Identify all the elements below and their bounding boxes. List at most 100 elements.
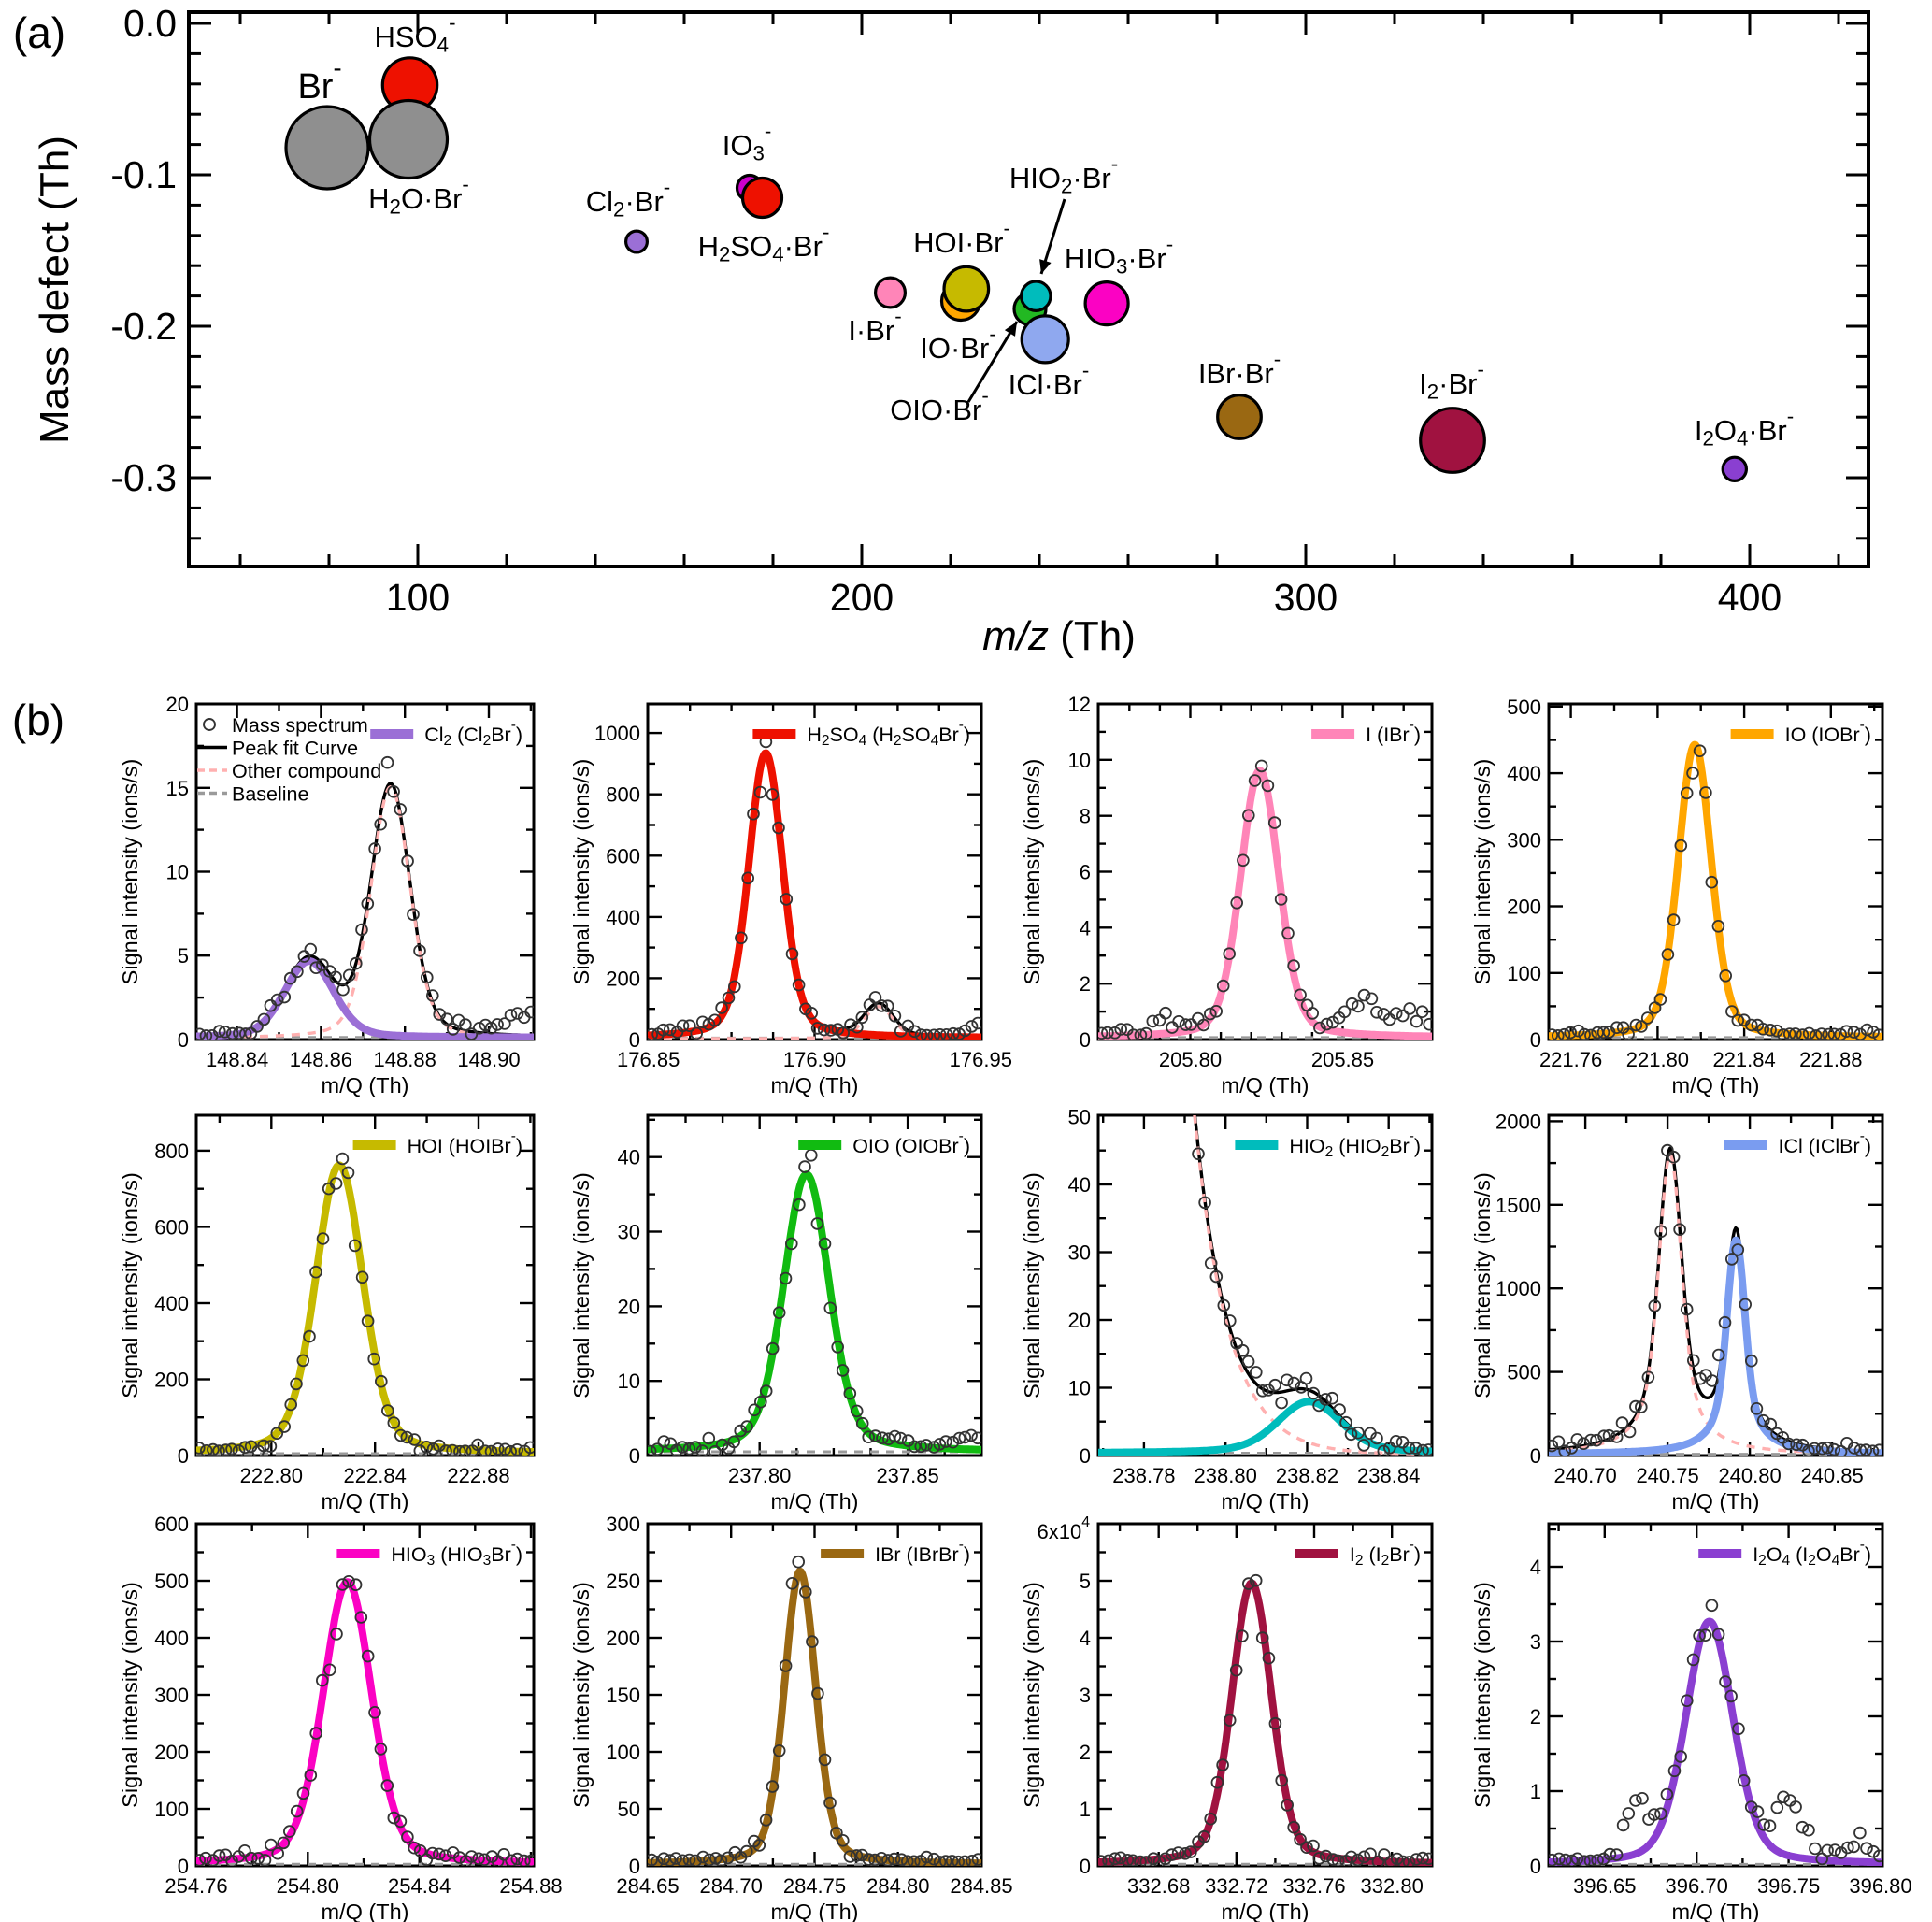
svg-text:m/Q (Th): m/Q (Th) (1222, 1900, 1309, 1922)
svg-text:HOI·Br-: HOI·Br- (913, 216, 1010, 259)
svg-text:OIO (OIOBr-): OIO (OIOBr-) (852, 1128, 970, 1157)
svg-text:IO3-: IO3- (723, 119, 772, 165)
svg-text:2: 2 (1080, 1741, 1091, 1764)
svg-text:240.85: 240.85 (1800, 1464, 1863, 1487)
svg-text:396.70: 396.70 (1666, 1874, 1728, 1898)
svg-text:4: 4 (1530, 1556, 1541, 1579)
svg-text:222.84: 222.84 (344, 1464, 407, 1487)
svg-text:1500: 1500 (1496, 1194, 1541, 1217)
svg-text:Peak fit Curve: Peak fit Curve (232, 738, 358, 760)
svg-text:237.80: 237.80 (728, 1464, 791, 1487)
svg-text:300: 300 (606, 1513, 640, 1536)
svg-text:600: 600 (154, 1513, 189, 1536)
svg-text:600: 600 (606, 844, 640, 868)
svg-text:50: 50 (1068, 1106, 1091, 1129)
svg-text:Br-: Br- (297, 53, 341, 107)
svg-text:0: 0 (1080, 1855, 1091, 1878)
svg-text:1000: 1000 (1496, 1277, 1541, 1300)
svg-text:I·Br-: I·Br- (848, 304, 901, 347)
svg-text:2000: 2000 (1496, 1110, 1541, 1133)
svg-text:221.84: 221.84 (1712, 1048, 1775, 1071)
svg-text:400: 400 (154, 1292, 189, 1315)
svg-text:IO·Br-: IO·Br- (920, 322, 996, 365)
svg-text:300: 300 (1507, 828, 1541, 852)
svg-text:20: 20 (166, 693, 189, 716)
svg-text:10: 10 (166, 861, 189, 884)
svg-text:40: 40 (618, 1146, 640, 1169)
svg-text:200: 200 (154, 1741, 189, 1764)
svg-text:332.68: 332.68 (1127, 1874, 1190, 1898)
svg-text:284.70: 284.70 (700, 1874, 763, 1898)
svg-text:0: 0 (1530, 1855, 1541, 1878)
svg-text:284.65: 284.65 (616, 1874, 679, 1898)
svg-text:IBr (IBrBr-): IBr (IBrBr-) (875, 1537, 970, 1566)
svg-text:800: 800 (606, 783, 640, 807)
svg-text:0: 0 (178, 1444, 189, 1468)
svg-text:5: 5 (1080, 1570, 1091, 1593)
svg-text:0: 0 (629, 1855, 640, 1878)
svg-text:H2O·Br-: H2O·Br- (368, 172, 469, 218)
svg-text:0: 0 (629, 1444, 640, 1468)
svg-text:5: 5 (178, 944, 189, 968)
svg-text:1: 1 (1080, 1798, 1091, 1821)
svg-text:Mass defect (Th): Mass defect (Th) (32, 136, 78, 444)
svg-text:6x104: 6x104 (1037, 1514, 1090, 1543)
svg-text:284.85: 284.85 (950, 1874, 1012, 1898)
svg-text:254.84: 254.84 (388, 1874, 451, 1898)
svg-text:I2 (I2Br-): I2 (I2Br-) (1350, 1537, 1421, 1569)
svg-text:500: 500 (1507, 1361, 1541, 1384)
svg-text:Cl2 (Cl2Br-): Cl2 (Cl2Br-) (424, 717, 522, 749)
svg-text:OIO·Br-: OIO·Br- (890, 383, 989, 426)
svg-text:-0.3: -0.3 (110, 456, 177, 499)
svg-text:100: 100 (606, 1741, 640, 1764)
svg-text:396.75: 396.75 (1757, 1874, 1820, 1898)
svg-text:HIO2 (HIO2Br-): HIO2 (HIO2Br-) (1289, 1128, 1421, 1160)
svg-text:10: 10 (1068, 1377, 1091, 1400)
svg-text:300: 300 (1274, 576, 1338, 619)
svg-text:30: 30 (618, 1221, 640, 1244)
svg-text:221.76: 221.76 (1539, 1048, 1602, 1071)
svg-text:200: 200 (830, 576, 894, 619)
svg-text:3: 3 (1080, 1684, 1091, 1707)
svg-text:221.80: 221.80 (1626, 1048, 1689, 1071)
svg-text:m/Q (Th): m/Q (Th) (771, 1489, 859, 1513)
svg-text:3: 3 (1530, 1630, 1541, 1654)
svg-text:240.75: 240.75 (1636, 1464, 1698, 1487)
svg-text:m/Q (Th): m/Q (Th) (322, 1900, 409, 1922)
svg-text:200: 200 (1507, 896, 1541, 919)
svg-text:148.88: 148.88 (374, 1048, 436, 1071)
svg-text:m/Q (Th): m/Q (Th) (771, 1073, 859, 1097)
svg-text:800: 800 (154, 1140, 189, 1163)
svg-text:300: 300 (154, 1684, 189, 1707)
svg-text:15: 15 (166, 777, 189, 800)
svg-text:(a): (a) (13, 8, 65, 57)
svg-text:20: 20 (1068, 1309, 1091, 1332)
svg-text:1: 1 (1530, 1780, 1541, 1803)
svg-text:238.78: 238.78 (1112, 1464, 1175, 1487)
svg-text:332.72: 332.72 (1205, 1874, 1267, 1898)
svg-text:400: 400 (1718, 576, 1782, 619)
svg-text:m/Q (Th): m/Q (Th) (1672, 1073, 1760, 1097)
svg-text:148.84: 148.84 (206, 1048, 268, 1071)
svg-text:205.85: 205.85 (1311, 1048, 1374, 1071)
svg-text:238.82: 238.82 (1276, 1464, 1338, 1487)
svg-text:Mass spectrum: Mass spectrum (232, 714, 368, 737)
svg-text:HSO4-: HSO4- (374, 10, 455, 56)
svg-text:HIO2·Br-: HIO2·Br- (1009, 151, 1118, 197)
svg-text:176.95: 176.95 (950, 1048, 1012, 1071)
svg-text:Signal intensity (ions/s): Signal intensity (ions/s) (118, 1172, 142, 1398)
svg-text:500: 500 (154, 1570, 189, 1593)
svg-text:254.88: 254.88 (499, 1874, 562, 1898)
svg-text:4: 4 (1080, 1627, 1091, 1650)
svg-text:-0.2: -0.2 (110, 305, 177, 348)
svg-text:2: 2 (1080, 972, 1091, 996)
svg-text:40: 40 (1068, 1173, 1091, 1197)
svg-text:200: 200 (154, 1369, 189, 1392)
svg-text:2: 2 (1530, 1705, 1541, 1728)
svg-text:0: 0 (178, 1855, 189, 1878)
svg-text:332.80: 332.80 (1361, 1874, 1424, 1898)
svg-text:500: 500 (1507, 696, 1541, 719)
svg-text:148.90: 148.90 (457, 1048, 520, 1071)
svg-text:ICl (IClBr-): ICl (IClBr-) (1779, 1128, 1872, 1157)
svg-text:176.90: 176.90 (783, 1048, 846, 1071)
